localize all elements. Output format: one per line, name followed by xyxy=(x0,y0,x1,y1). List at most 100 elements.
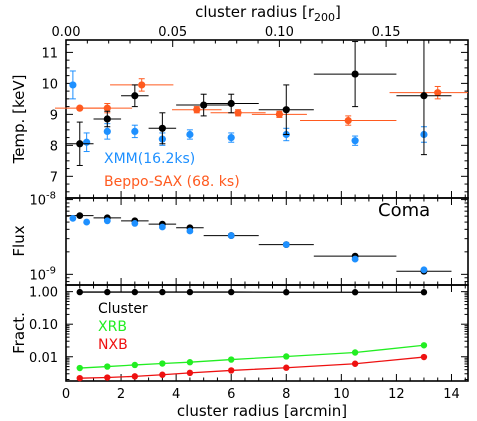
data-point xyxy=(83,218,91,226)
data-point xyxy=(158,124,166,132)
data-point xyxy=(186,359,194,366)
data-point xyxy=(434,89,442,97)
x-tick-label: 0 xyxy=(62,387,70,402)
data-point xyxy=(227,99,235,108)
data-point xyxy=(103,104,111,112)
y-tick-label: 10 xyxy=(41,77,58,92)
data-point xyxy=(103,115,111,123)
data-point xyxy=(104,363,111,370)
fraction-ylabel: Fract. xyxy=(10,312,28,354)
data-point xyxy=(186,288,194,296)
fraction-axis: 1.00 0.10 0.01 xyxy=(29,285,468,381)
flux-ylabel: Flux xyxy=(10,225,28,256)
data-point xyxy=(351,137,359,145)
top-tick-label: 0.10 xyxy=(265,25,294,40)
data-point xyxy=(200,101,208,109)
data-point xyxy=(76,212,84,220)
x-tick-label: 12 xyxy=(388,387,405,402)
y-tick-label: 10-8 xyxy=(29,191,56,209)
data-point xyxy=(69,81,77,89)
data-point xyxy=(186,130,194,139)
data-point xyxy=(227,133,235,142)
data-point xyxy=(138,81,146,89)
data-point xyxy=(351,360,359,367)
data-point xyxy=(420,266,428,274)
data-point xyxy=(227,232,235,239)
data-point xyxy=(351,289,359,296)
data-point xyxy=(159,371,166,378)
y-tick-label: 1.00 xyxy=(29,286,58,301)
y-tick-label: 7 xyxy=(50,170,58,185)
data-point xyxy=(351,349,359,356)
data-point xyxy=(69,215,77,222)
fraction-marks xyxy=(76,288,428,382)
data-point xyxy=(420,353,428,361)
data-point xyxy=(283,364,290,371)
data-point xyxy=(282,241,290,248)
data-point xyxy=(420,289,428,296)
temperature-axis: 7 8 9 10 11 xyxy=(41,44,468,198)
data-point xyxy=(420,92,428,100)
data-point xyxy=(283,353,290,360)
data-point xyxy=(228,356,235,363)
y-tick-label: 0.01 xyxy=(29,351,58,366)
y-tick-label: 11 xyxy=(41,46,58,61)
data-point xyxy=(76,288,83,296)
data-point xyxy=(131,127,139,135)
data-point xyxy=(83,138,91,146)
data-point xyxy=(131,373,139,380)
x-tick-label: 6 xyxy=(227,387,235,402)
data-point xyxy=(158,223,166,231)
y-tick-label: 9 xyxy=(50,108,58,123)
x-tick-label: 2 xyxy=(117,387,125,402)
data-point xyxy=(104,374,111,381)
top-tick-label: 0.15 xyxy=(372,25,401,40)
flux-axis: 10-8 10-9 xyxy=(29,191,468,285)
x-tick-label: 10 xyxy=(333,387,350,402)
top-tick-label: 0.05 xyxy=(158,25,187,40)
x-tick-label: 4 xyxy=(172,387,180,402)
data-point xyxy=(76,374,83,382)
temperature-marks xyxy=(54,40,468,166)
data-point xyxy=(104,288,111,296)
top-axis-ticks: 0.00 0.05 0.10 0.15 xyxy=(52,25,451,47)
data-point xyxy=(344,116,352,125)
legend-xmm: XMM(16.2ks) xyxy=(104,151,195,167)
data-point xyxy=(131,92,139,100)
data-point xyxy=(131,220,139,227)
flux-marks xyxy=(66,212,452,275)
data-point xyxy=(103,217,111,225)
data-point xyxy=(351,255,359,263)
series-line xyxy=(79,356,425,379)
data-point xyxy=(159,360,166,367)
top-tick-label: 0.00 xyxy=(52,25,81,40)
data-point xyxy=(228,367,235,374)
data-point xyxy=(131,288,139,296)
y-tick-label: 10-9 xyxy=(29,265,56,283)
data-point xyxy=(351,70,359,78)
bottom-axis-ticks: 0 2 4 6 8 10 12 14 xyxy=(62,387,460,402)
data-point xyxy=(282,106,290,114)
legend-xrb: XRB xyxy=(98,319,127,335)
data-point xyxy=(159,288,166,296)
legend-nxb: NXB xyxy=(98,337,128,353)
series-line xyxy=(79,344,425,369)
data-point xyxy=(193,106,201,114)
legend-beppo-sax: Beppo-SAX (68. ks) xyxy=(104,174,240,190)
temperature-ylabel: Temp. [keV] xyxy=(10,75,28,165)
data-point xyxy=(76,104,84,112)
top-axis-title: cluster radius [r200] xyxy=(195,3,341,24)
data-point xyxy=(234,109,242,117)
data-point xyxy=(420,342,428,349)
data-point xyxy=(186,369,194,377)
bottom-axis-title: cluster radius [arcmin] xyxy=(177,402,347,420)
data-point xyxy=(131,361,139,369)
data-point xyxy=(283,289,290,296)
data-point xyxy=(76,364,83,372)
coma-label: Coma xyxy=(378,200,430,221)
y-tick-label: 8 xyxy=(50,139,58,154)
data-point xyxy=(228,288,235,296)
data-point xyxy=(76,140,84,148)
data-point xyxy=(275,110,283,118)
